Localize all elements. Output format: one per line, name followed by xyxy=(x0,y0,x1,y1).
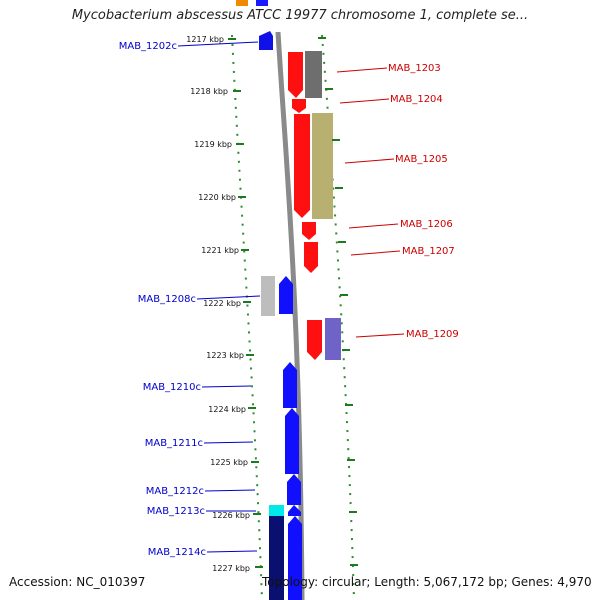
genome-summary-text: Topology: circular; Length: 5,067,172 bp… xyxy=(262,575,592,589)
forward-genes xyxy=(288,51,341,360)
leader-line xyxy=(177,41,259,47)
gene-label-mab-1208c[interactable]: MAB_1208c xyxy=(138,294,196,305)
gene-label-mab-1203[interactable]: MAB_1203 xyxy=(388,63,441,74)
gene-label-mab-1211c[interactable]: MAB_1211c xyxy=(145,438,203,449)
leader-line xyxy=(348,223,399,229)
leader-line xyxy=(339,98,390,104)
gene-box-cyan xyxy=(269,505,284,516)
tick-label-1217: 1217 kbp xyxy=(186,35,224,44)
gene-arrow-mab-1203[interactable] xyxy=(288,52,303,98)
gene-label-mab-1210c[interactable]: MAB_1210c xyxy=(143,382,201,393)
gene-arrow-mab-1211c[interactable] xyxy=(285,408,299,474)
tick-label-1226: 1226 kbp xyxy=(212,511,250,520)
gene-box-navy xyxy=(269,516,284,600)
right-outer-guide xyxy=(321,34,355,600)
gene-arrow-mab-1202c[interactable] xyxy=(259,31,273,50)
gene-arrow-mab-1208c[interactable] xyxy=(279,276,293,314)
tick-label-1227: 1227 kbp xyxy=(212,564,250,573)
leader-line xyxy=(355,333,405,338)
gene-label-mab-1207[interactable]: MAB_1207 xyxy=(402,246,455,257)
gene-box-mab-1209-purple xyxy=(325,318,341,360)
gene-arrow-mab-1212c[interactable] xyxy=(287,474,301,505)
gene-label-mab-1205[interactable]: MAB_1205 xyxy=(395,154,448,165)
gene-arrow-mab-1210c[interactable] xyxy=(283,362,297,408)
gene-arrow-mab-1206[interactable] xyxy=(302,222,316,240)
tick-label-1219: 1219 kbp xyxy=(194,140,232,149)
gene-arrow-mab-1209[interactable] xyxy=(307,320,322,360)
tick-label-1220: 1220 kbp xyxy=(198,193,236,202)
gene-label-mab-1214c[interactable]: MAB_1214c xyxy=(148,547,206,558)
leader-line xyxy=(350,250,401,256)
leader-line xyxy=(203,441,254,444)
tick-label-1224: 1224 kbp xyxy=(208,405,246,414)
left-labels: MAB_1202c MAB_1208c MAB_1210c MAB_1211c … xyxy=(119,41,261,558)
gene-box-mab-1208c-grey xyxy=(261,276,275,316)
leader-line xyxy=(204,489,256,492)
gene-arrow-mab-1214c[interactable] xyxy=(288,516,302,600)
gene-arrow-mab-1204[interactable] xyxy=(292,99,306,113)
leader-line xyxy=(196,295,261,300)
leader-line xyxy=(206,550,258,553)
tick-label-1222: 1222 kbp xyxy=(203,299,241,308)
right-labels: MAB_1203 MAB_1204 MAB_1205 MAB_1206 MAB_… xyxy=(336,63,459,340)
leader-line xyxy=(201,385,252,388)
top-blue-feature xyxy=(256,0,268,6)
leader-line xyxy=(336,67,388,73)
tick-label-1218: 1218 kbp xyxy=(190,87,228,96)
gene-box-mab-1203-grey xyxy=(305,51,322,98)
gene-label-mab-1212c[interactable]: MAB_1212c xyxy=(146,486,204,497)
gene-label-mab-1209[interactable]: MAB_1209 xyxy=(406,329,459,340)
right-ticks xyxy=(318,37,358,566)
gene-label-mab-1204[interactable]: MAB_1204 xyxy=(390,94,443,105)
kbp-ticks: 1217 kbp 1218 kbp 1219 kbp 1220 kbp 1221… xyxy=(186,35,263,573)
gene-label-mab-1213c[interactable]: MAB_1213c xyxy=(147,506,205,517)
top-orange-feature xyxy=(236,0,248,6)
gene-box-mab-1205-olive xyxy=(312,113,333,219)
map-title: Mycobacterium abscessus ATCC 19977 chrom… xyxy=(71,8,529,23)
gene-arrow-mab-1207[interactable] xyxy=(304,242,318,273)
gene-arrow-mab-1205[interactable] xyxy=(294,114,310,218)
accession-text: Accession: NC_010397 xyxy=(9,575,146,589)
tick-label-1225: 1225 kbp xyxy=(210,458,248,467)
gene-arrow-mab-1213c[interactable] xyxy=(288,505,301,516)
leader-line xyxy=(344,158,395,164)
reverse-genes xyxy=(259,31,302,600)
gene-label-mab-1202c[interactable]: MAB_1202c xyxy=(119,41,177,52)
tick-label-1221: 1221 kbp xyxy=(201,246,239,255)
gene-label-mab-1206[interactable]: MAB_1206 xyxy=(400,219,453,230)
tick-label-1223: 1223 kbp xyxy=(206,351,244,360)
